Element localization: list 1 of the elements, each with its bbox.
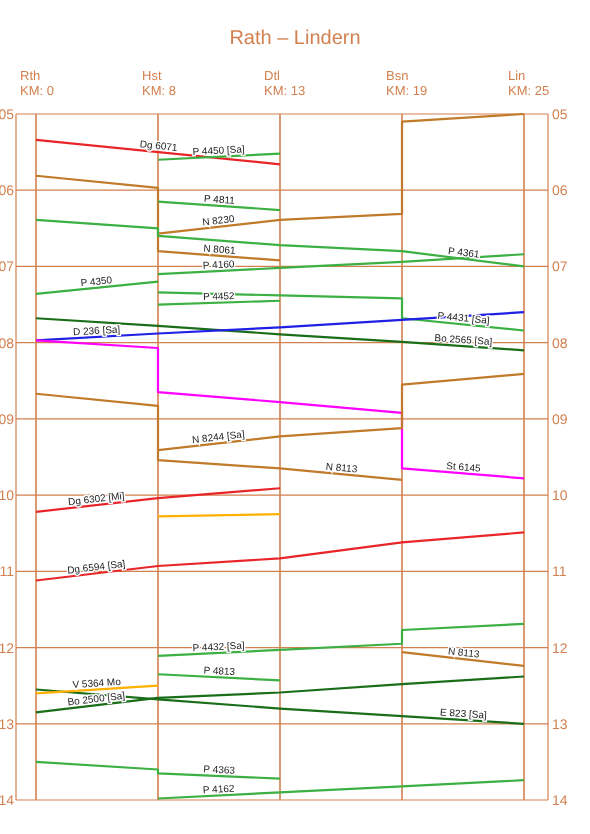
chart-title: Rath – Lindern (229, 28, 361, 50)
